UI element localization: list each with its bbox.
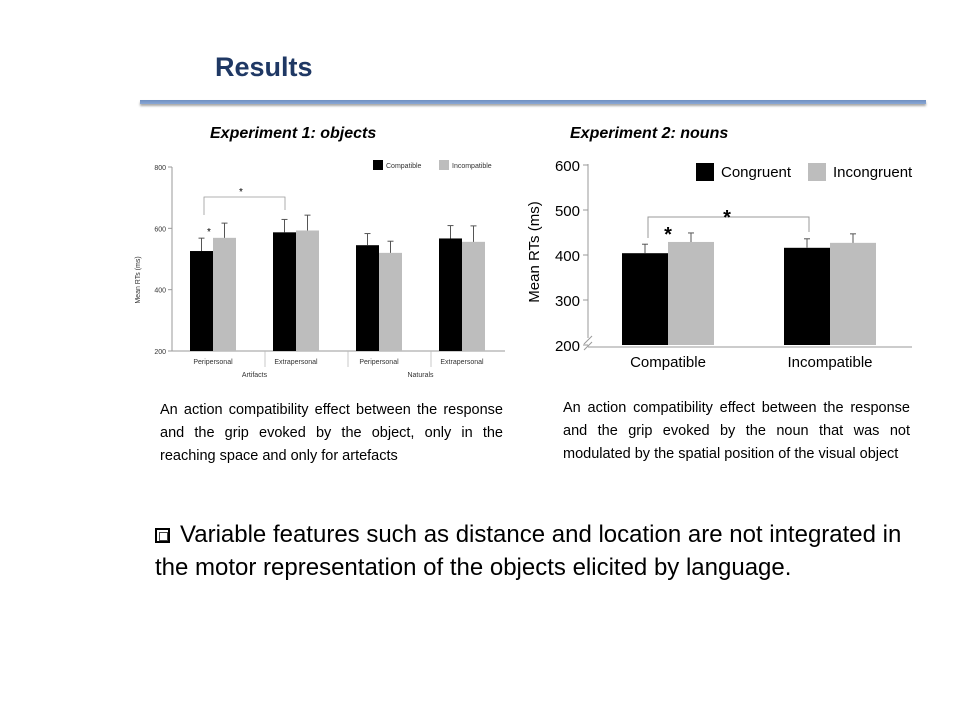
chart1-ytick-label: 200 — [154, 349, 166, 356]
chart1-bar — [439, 238, 462, 351]
chart2-sig-star: * — [723, 207, 731, 229]
chart2-ytick-label: 200 — [555, 338, 580, 355]
chart1-xtick-label: Extrapersonal — [274, 359, 318, 366]
chart2-significance-bracket: * * — [647, 207, 810, 246]
exp2-heading: Experiment 2: nouns — [570, 125, 729, 142]
chart1-bar — [462, 241, 485, 351]
chart1-bar — [273, 232, 296, 351]
chart1-legend-label: Compatible — [386, 163, 422, 170]
checkbox-bullet-icon — [155, 528, 170, 543]
chart1-legend-swatch — [373, 160, 383, 170]
chart2-xtick-label: Incompatible — [787, 354, 872, 371]
chart1-xtick-label: Peripersonal — [193, 359, 233, 366]
chart1-group-label: Naturals — [407, 372, 434, 379]
chart1-xtick-label: Extrapersonal — [440, 359, 484, 366]
exp1-description: An action compatibility effect between t… — [160, 402, 503, 464]
conclusion-text: Variable features such as distance and l… — [155, 521, 902, 581]
chart1-ylabel: Mean RTs (ms) — [135, 256, 142, 303]
chart1-ytick-label: 400 — [154, 288, 166, 295]
chart1-legend-label: Incompatible — [452, 163, 492, 170]
chart2-legend-swatch — [696, 163, 714, 181]
chart1-ytick-label: 600 — [154, 226, 166, 233]
chart-exp1: Mean RTs (ms) 200 400 600 800 Peripersonal E… — [135, 160, 505, 379]
chart1-group-label: Artifacts — [242, 372, 268, 379]
exp2-description: An action compatibility effect between t… — [563, 400, 910, 462]
chart2-ytick-label: 600 — [555, 158, 580, 175]
chart1-sig-star: * — [239, 187, 243, 198]
chart2-bar — [784, 247, 830, 345]
conclusion-bullet: Variable features such as distance and l… — [155, 518, 915, 584]
chart2-bar — [668, 241, 714, 345]
chart2-ytick-label: 400 — [555, 248, 580, 265]
chart2-ytick-label: 300 — [555, 293, 580, 310]
chart1-xtick-label: Peripersonal — [359, 359, 399, 366]
chart2-xtick-label: Compatible — [630, 354, 706, 371]
chart2-ylabel: Mean RTs (ms) — [526, 201, 543, 302]
chart-exp2: Mean RTs (ms) 200 300 400 500 600 Compatible… — [526, 158, 913, 371]
page-title: Results — [215, 52, 313, 82]
chart2-bar — [830, 242, 876, 345]
chart2-legend-swatch — [808, 163, 826, 181]
chart2-ytick-label: 500 — [555, 203, 580, 220]
chart1-bar — [190, 251, 213, 351]
chart1-sig-star: * — [207, 227, 211, 238]
chart2-legend-label: Incongruent — [833, 164, 913, 181]
exp1-heading: Experiment 1: objects — [210, 125, 377, 142]
chart2-sig-star: * — [664, 224, 672, 246]
chart1-bar — [213, 237, 236, 351]
chart1-ytick-label: 800 — [154, 165, 166, 172]
title-divider — [140, 100, 926, 104]
chart2-legend-label: Congruent — [721, 164, 792, 181]
chart2-axis-break — [583, 335, 593, 351]
chart1-bar — [379, 252, 402, 351]
chart1-significance-bracket: * * — [203, 187, 286, 238]
chart1-bar — [356, 245, 379, 351]
chart1-legend-swatch — [439, 160, 449, 170]
chart2-bar — [622, 253, 668, 345]
chart1-bar — [296, 230, 319, 351]
